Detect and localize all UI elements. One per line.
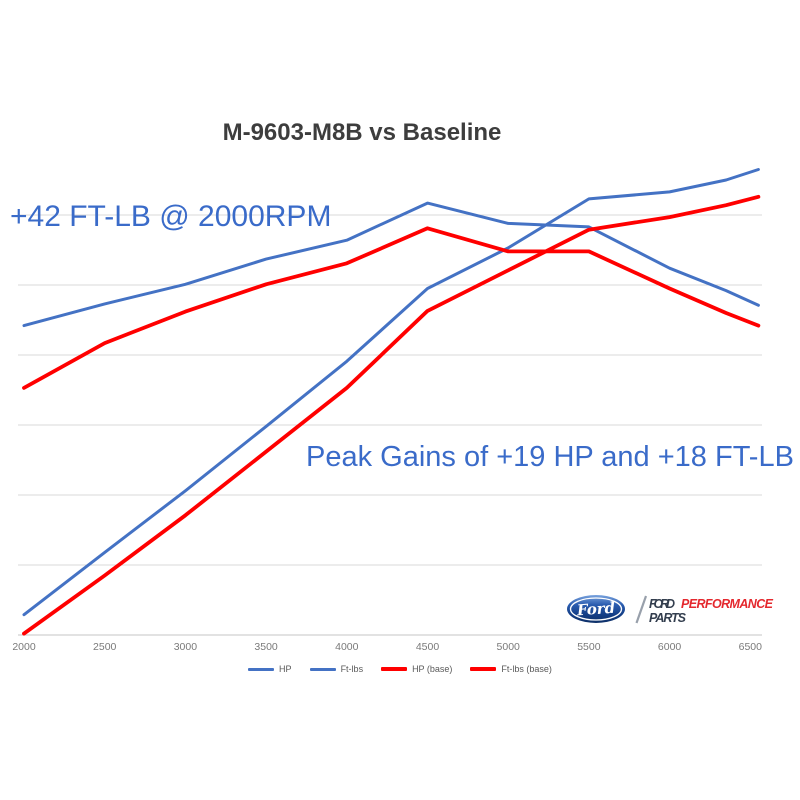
series-line-ft-lbs — [22, 201, 760, 328]
x-tick-label: 5000 — [497, 641, 521, 653]
peak-gains-annotation: Peak Gains of +19 HP and +18 FT-LB — [306, 441, 794, 473]
series-lines — [22, 168, 761, 636]
legend-swatch — [248, 667, 275, 671]
x-tick-label: 3500 — [254, 641, 278, 653]
series-line-hp-base — [22, 194, 761, 636]
chart-legend: HP Ft-lbs HP (base) Ft-lbs (base) — [0, 661, 800, 677]
brand-word-ford: FORD — [649, 597, 675, 611]
gridlines — [18, 214, 762, 636]
ford-script-text: Ford — [575, 599, 616, 620]
brand-word-performance: PERFORMANCE — [681, 597, 774, 611]
x-tick-label: 3000 — [174, 641, 198, 653]
brand-word-parts: PARTS — [649, 611, 687, 625]
torque-gain-annotation: +42 FT-LB @ 2000RPM — [10, 200, 332, 233]
legend-label: Ft-lbs — [340, 664, 364, 674]
x-tick-label: 2000 — [12, 641, 36, 653]
legend-swatch — [470, 667, 497, 671]
legend-swatch — [381, 667, 408, 671]
legend-item-ft-lbs-base: Ft-lbs (base) — [470, 664, 552, 674]
legend-item-hp-base: HP (base) — [381, 664, 452, 674]
x-tick-label: 6000 — [658, 641, 682, 653]
x-tick-label: 4500 — [416, 641, 440, 653]
series-line-hp — [22, 168, 760, 617]
legend-swatch — [309, 667, 336, 671]
legend-label: HP — [279, 664, 292, 674]
legend-item-ft-lbs: Ft-lbs — [309, 664, 364, 674]
ford-oval-ring — [569, 597, 623, 621]
legend-label: HP (base) — [412, 664, 453, 674]
series-line-ft-lbs-base — [22, 226, 761, 390]
x-axis-labels: 2000 2500 3000 3500 4000 4500 5000 5500 6000 6500 — [12, 641, 762, 653]
chart-title: M-9603-M8B vs Baseline — [222, 119, 502, 146]
x-tick-label: 2500 — [93, 641, 117, 653]
x-tick-label: 6500 — [739, 641, 763, 653]
ford-oval-icon — [567, 595, 625, 623]
legend-item-hp: HP — [248, 664, 292, 674]
ford-performance-logo: Ford FORD PERFORMANCE PARTS — [567, 595, 774, 625]
x-tick-label: 4000 — [335, 641, 359, 653]
legend-label: Ft-lbs (base) — [501, 664, 552, 674]
x-tick-label: 5500 — [577, 641, 601, 653]
logo-divider-slash — [635, 595, 648, 624]
